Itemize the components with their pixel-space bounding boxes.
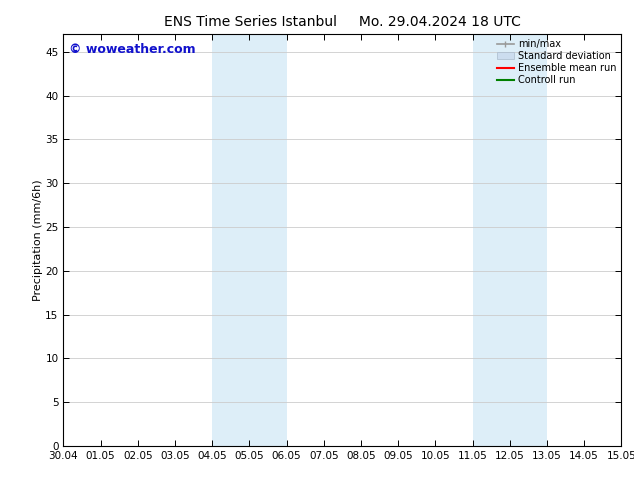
Text: © woweather.com: © woweather.com bbox=[69, 43, 196, 55]
Title: ENS Time Series Istanbul     Mo. 29.04.2024 18 UTC: ENS Time Series Istanbul Mo. 29.04.2024 … bbox=[164, 15, 521, 29]
Bar bbox=[472, 34, 547, 446]
Y-axis label: Precipitation (mm/6h): Precipitation (mm/6h) bbox=[32, 179, 42, 301]
Bar bbox=[212, 34, 287, 446]
Legend: min/max, Standard deviation, Ensemble mean run, Controll run: min/max, Standard deviation, Ensemble me… bbox=[495, 37, 618, 87]
